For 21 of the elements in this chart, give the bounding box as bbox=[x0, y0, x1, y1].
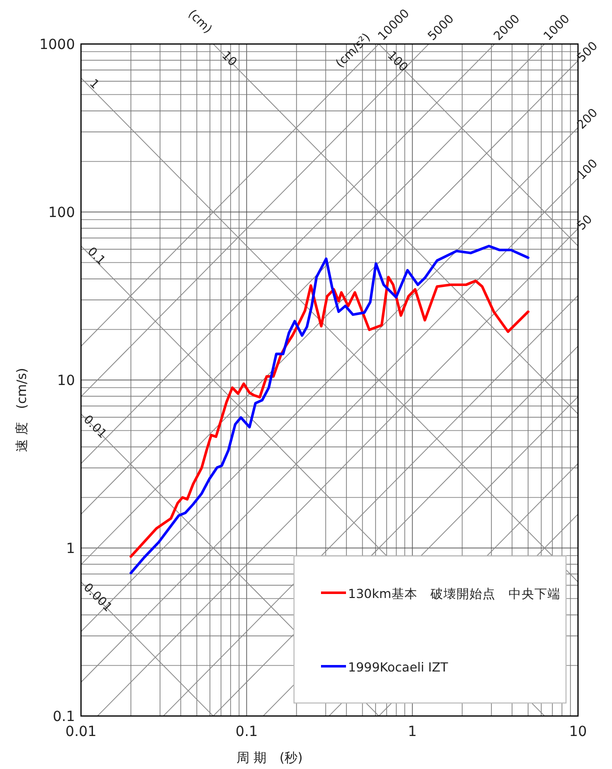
y-axis-title: 速 度 (cm/s) bbox=[14, 368, 30, 452]
y-tick-label: 10 bbox=[57, 373, 75, 389]
x-tick-label: 0.1 bbox=[236, 724, 258, 740]
annotation: 50 bbox=[574, 212, 595, 233]
legend-label: 1999Kocaeli IZT bbox=[348, 659, 448, 674]
y-tick-label: 100 bbox=[48, 205, 75, 221]
annotation: 1 bbox=[86, 76, 102, 92]
annotation: 100 bbox=[384, 48, 411, 74]
annotation: 200 bbox=[574, 106, 600, 132]
y-tick-label: 0.1 bbox=[52, 709, 75, 725]
annotation: 10 bbox=[219, 48, 240, 69]
y-tick-label: 1 bbox=[66, 541, 75, 557]
x-tick-label: 10 bbox=[569, 724, 587, 740]
x-tick-label: 1 bbox=[408, 724, 417, 740]
x-tick-label: 0.01 bbox=[65, 724, 97, 740]
annotation: 500 bbox=[574, 38, 600, 65]
legend-label: 130km基本 破壊開始点 中央下端 bbox=[348, 586, 560, 601]
y-tick-label: 1000 bbox=[39, 37, 75, 53]
x-axis-title: 周 期 (秒) bbox=[236, 751, 303, 766]
annotation: 100 bbox=[574, 156, 600, 182]
annotation: 0.1 bbox=[84, 244, 108, 268]
